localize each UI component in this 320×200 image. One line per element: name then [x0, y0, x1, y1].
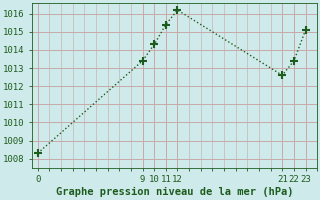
X-axis label: Graphe pression niveau de la mer (hPa): Graphe pression niveau de la mer (hPa) [56, 187, 293, 197]
